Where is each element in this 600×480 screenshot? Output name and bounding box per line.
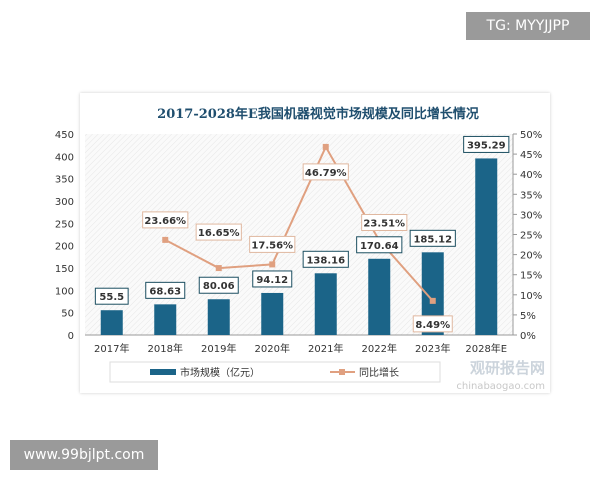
right-tick-label: 40% [520, 170, 542, 181]
line-data-label: 46.79% [305, 168, 347, 179]
chart-logo: 观研报告网 [470, 359, 545, 377]
bar-data-label-box [145, 281, 186, 299]
legend-bar-label: 市场规模（亿元） [180, 366, 260, 379]
bar-data-label: 395.29 [467, 140, 506, 151]
bar-data-label-box [463, 135, 510, 153]
left-tick-label: 450 [55, 130, 74, 141]
line-data-label: 8.49% [415, 320, 450, 331]
left-tick-label: 250 [55, 219, 74, 230]
left-tick-label: 200 [55, 242, 74, 253]
right-tick-label: 20% [520, 251, 542, 262]
bar-data-label-box [409, 229, 456, 247]
line-data-label: 23.51% [363, 218, 405, 229]
left-tick-label: 150 [55, 264, 74, 275]
chart-title: 2017-2028年E我国机器视觉市场规模及同比增长情况 [157, 106, 479, 122]
bar-data-label-box [356, 236, 403, 254]
right-tick-label: 5% [520, 311, 536, 322]
bar [368, 258, 391, 335]
right-tick-label: 50% [520, 130, 542, 141]
bar [207, 299, 230, 335]
left-tick-label: 50 [61, 309, 74, 320]
bar [314, 273, 337, 335]
bar-data-label: 55.5 [99, 292, 124, 303]
growth-marker [269, 261, 276, 268]
right-tick-label: 15% [520, 271, 542, 282]
bar [261, 292, 284, 335]
bar-data-label: 138.16 [306, 255, 345, 266]
bar-data-label: 185.12 [413, 234, 452, 245]
line-data-label-box [142, 211, 189, 229]
legend-bar-swatch [150, 369, 176, 375]
line-data-label: 23.66% [144, 216, 186, 227]
x-tick-label: 2021年 [308, 342, 343, 355]
bar-data-label: 80.06 [203, 281, 235, 292]
x-tick-label: 2019年 [201, 342, 236, 355]
growth-marker [215, 265, 222, 272]
watermark-bottom: www.99bjlpt.com [10, 440, 158, 470]
bar-data-label-box [198, 276, 239, 294]
bar [100, 310, 123, 335]
x-tick-label: 2017年 [94, 342, 129, 355]
legend-line-marker [339, 369, 345, 375]
watermark-top: TG: MYYJJPP [466, 12, 590, 40]
x-tick-label: 2028年E [465, 342, 507, 355]
line-data-label: 17.56% [251, 240, 293, 251]
left-tick-label: 350 [55, 175, 74, 186]
x-tick-label: 2023年 [415, 342, 450, 355]
left-tick-label: 300 [55, 197, 74, 208]
right-tick-label: 30% [520, 210, 542, 221]
line-data-label: 16.65% [198, 228, 240, 239]
right-tick-label: 10% [520, 291, 542, 302]
line-data-label-box [195, 223, 242, 241]
line-data-label-box [361, 213, 408, 231]
chart-logo-url: chinabaogao.com [456, 381, 545, 392]
line-data-label-box [249, 235, 296, 253]
bar [154, 304, 177, 335]
line-data-label-box [302, 163, 349, 181]
growth-marker [429, 297, 436, 304]
x-tick-label: 2020年 [255, 342, 290, 355]
bar-data-label-box [252, 270, 293, 288]
right-tick-label: 35% [520, 190, 542, 201]
line-data-label-box [412, 315, 453, 333]
x-tick-label: 2022年 [362, 342, 397, 355]
right-tick-label: 25% [520, 231, 542, 242]
bar [475, 158, 498, 335]
bar-data-label: 68.63 [149, 286, 181, 297]
right-tick-label: 0% [520, 331, 536, 342]
legend [109, 361, 441, 383]
bar-data-label-box [302, 250, 349, 268]
bar-data-label: 170.64 [360, 241, 399, 252]
bar-data-label: 94.12 [256, 275, 288, 286]
left-tick-label: 400 [55, 152, 74, 163]
right-tick-label: 45% [520, 150, 542, 161]
bar-data-label-box [94, 287, 129, 305]
x-tick-label: 2018年 [148, 342, 183, 355]
left-tick-label: 0 [68, 331, 74, 342]
growth-marker [322, 143, 329, 150]
growth-marker [162, 236, 169, 243]
legend-line-label: 同比增长 [359, 366, 399, 379]
left-tick-label: 100 [55, 286, 74, 297]
bar [421, 252, 444, 335]
